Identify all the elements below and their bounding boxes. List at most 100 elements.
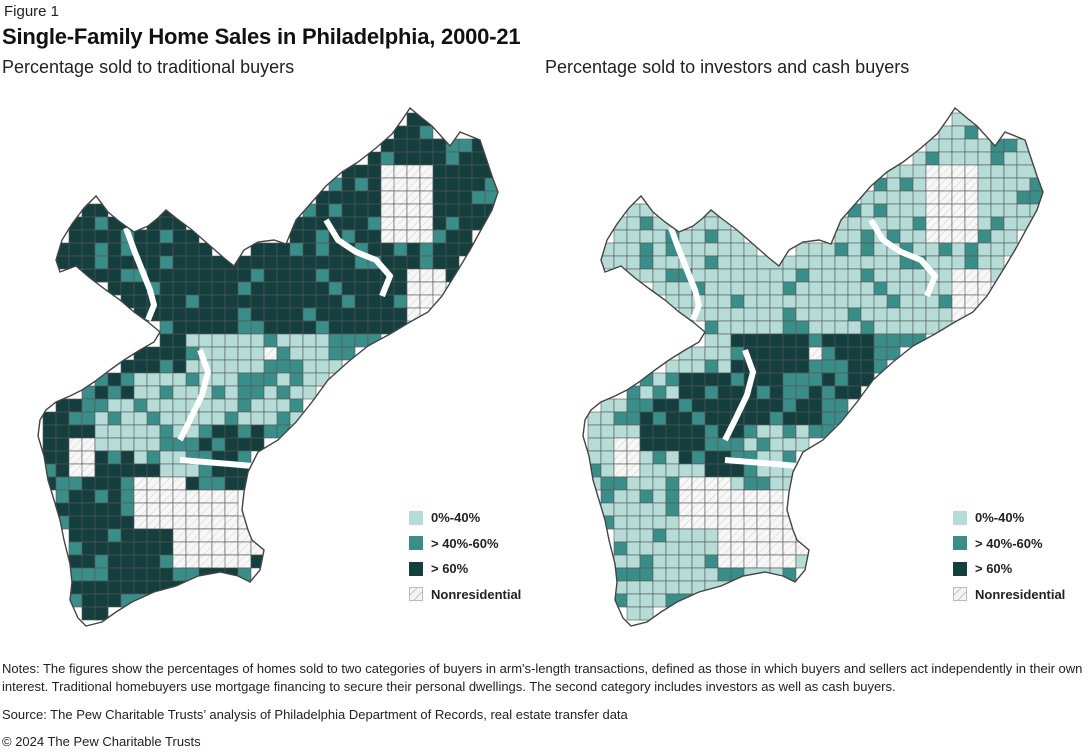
tract (990, 255, 1005, 270)
tract (652, 463, 667, 478)
river (123, 226, 157, 322)
tract (211, 489, 226, 504)
tract (704, 541, 719, 556)
tract (821, 424, 836, 439)
tract (678, 515, 693, 530)
tract (94, 489, 109, 504)
tract (678, 229, 693, 244)
tract (94, 593, 109, 608)
tract (146, 528, 161, 543)
tract (172, 476, 187, 491)
tract (756, 437, 771, 452)
tract (172, 307, 187, 322)
tract (977, 268, 992, 283)
tract (289, 346, 304, 361)
tract (730, 346, 745, 361)
tract (600, 450, 615, 465)
tract (94, 580, 109, 595)
tract (704, 476, 719, 491)
tract (211, 437, 226, 452)
tract (146, 476, 161, 491)
tract (886, 268, 901, 283)
tract (185, 307, 200, 322)
tract (756, 541, 771, 556)
tract (146, 398, 161, 413)
tract (782, 385, 797, 400)
tract (211, 320, 226, 335)
tract (977, 138, 992, 153)
tract (795, 385, 810, 400)
tract (834, 320, 849, 335)
tract (81, 424, 96, 439)
tract (354, 268, 369, 283)
tract (756, 320, 771, 335)
tract (367, 203, 382, 218)
tract (211, 307, 226, 322)
tract (289, 385, 304, 400)
tract (302, 268, 317, 283)
tract (354, 281, 369, 296)
tract (613, 515, 628, 530)
tract (68, 255, 83, 270)
tract (808, 398, 823, 413)
tract (211, 411, 226, 426)
tract (328, 281, 343, 296)
tract (639, 450, 654, 465)
tract (795, 268, 810, 283)
tract (769, 424, 784, 439)
tract (678, 554, 693, 569)
tract (795, 411, 810, 426)
tract (665, 281, 680, 296)
tract (769, 528, 784, 543)
tract (626, 463, 641, 478)
tract (68, 489, 83, 504)
tract (185, 281, 200, 296)
legend-label: 0%-40% (975, 510, 1025, 526)
tract (250, 437, 265, 452)
tract (652, 424, 667, 439)
tract (328, 346, 343, 361)
tract (652, 229, 667, 244)
tract (367, 229, 382, 244)
tract (315, 268, 330, 283)
tract (445, 151, 460, 166)
tract (665, 268, 680, 283)
tract (769, 346, 784, 361)
tract (860, 307, 875, 322)
tract (613, 229, 628, 244)
tract (458, 151, 473, 166)
tract (315, 372, 330, 387)
tract (185, 385, 200, 400)
tract (717, 320, 732, 335)
tract (445, 242, 460, 257)
tract (678, 567, 693, 582)
tract (691, 385, 706, 400)
tract (717, 268, 732, 283)
tract (717, 294, 732, 309)
tract (938, 307, 953, 322)
tract (172, 346, 187, 361)
tract (302, 294, 317, 309)
page-title: Single-Family Home Sales in Philadelphia… (2, 24, 521, 49)
tract (263, 281, 278, 296)
tract (393, 151, 408, 166)
tract (886, 294, 901, 309)
tract (146, 463, 161, 478)
tract (159, 242, 174, 257)
tract (406, 255, 421, 270)
tract (159, 372, 174, 387)
tract (341, 203, 356, 218)
tract (380, 216, 395, 231)
tract (224, 502, 239, 517)
tract (795, 346, 810, 361)
tract (873, 320, 888, 335)
tract (224, 307, 239, 322)
tract (211, 281, 226, 296)
tract (652, 476, 667, 491)
tract (782, 554, 797, 569)
tract (263, 346, 278, 361)
tract (133, 359, 148, 374)
tract (691, 502, 706, 517)
tract (146, 385, 161, 400)
tract (237, 411, 252, 426)
